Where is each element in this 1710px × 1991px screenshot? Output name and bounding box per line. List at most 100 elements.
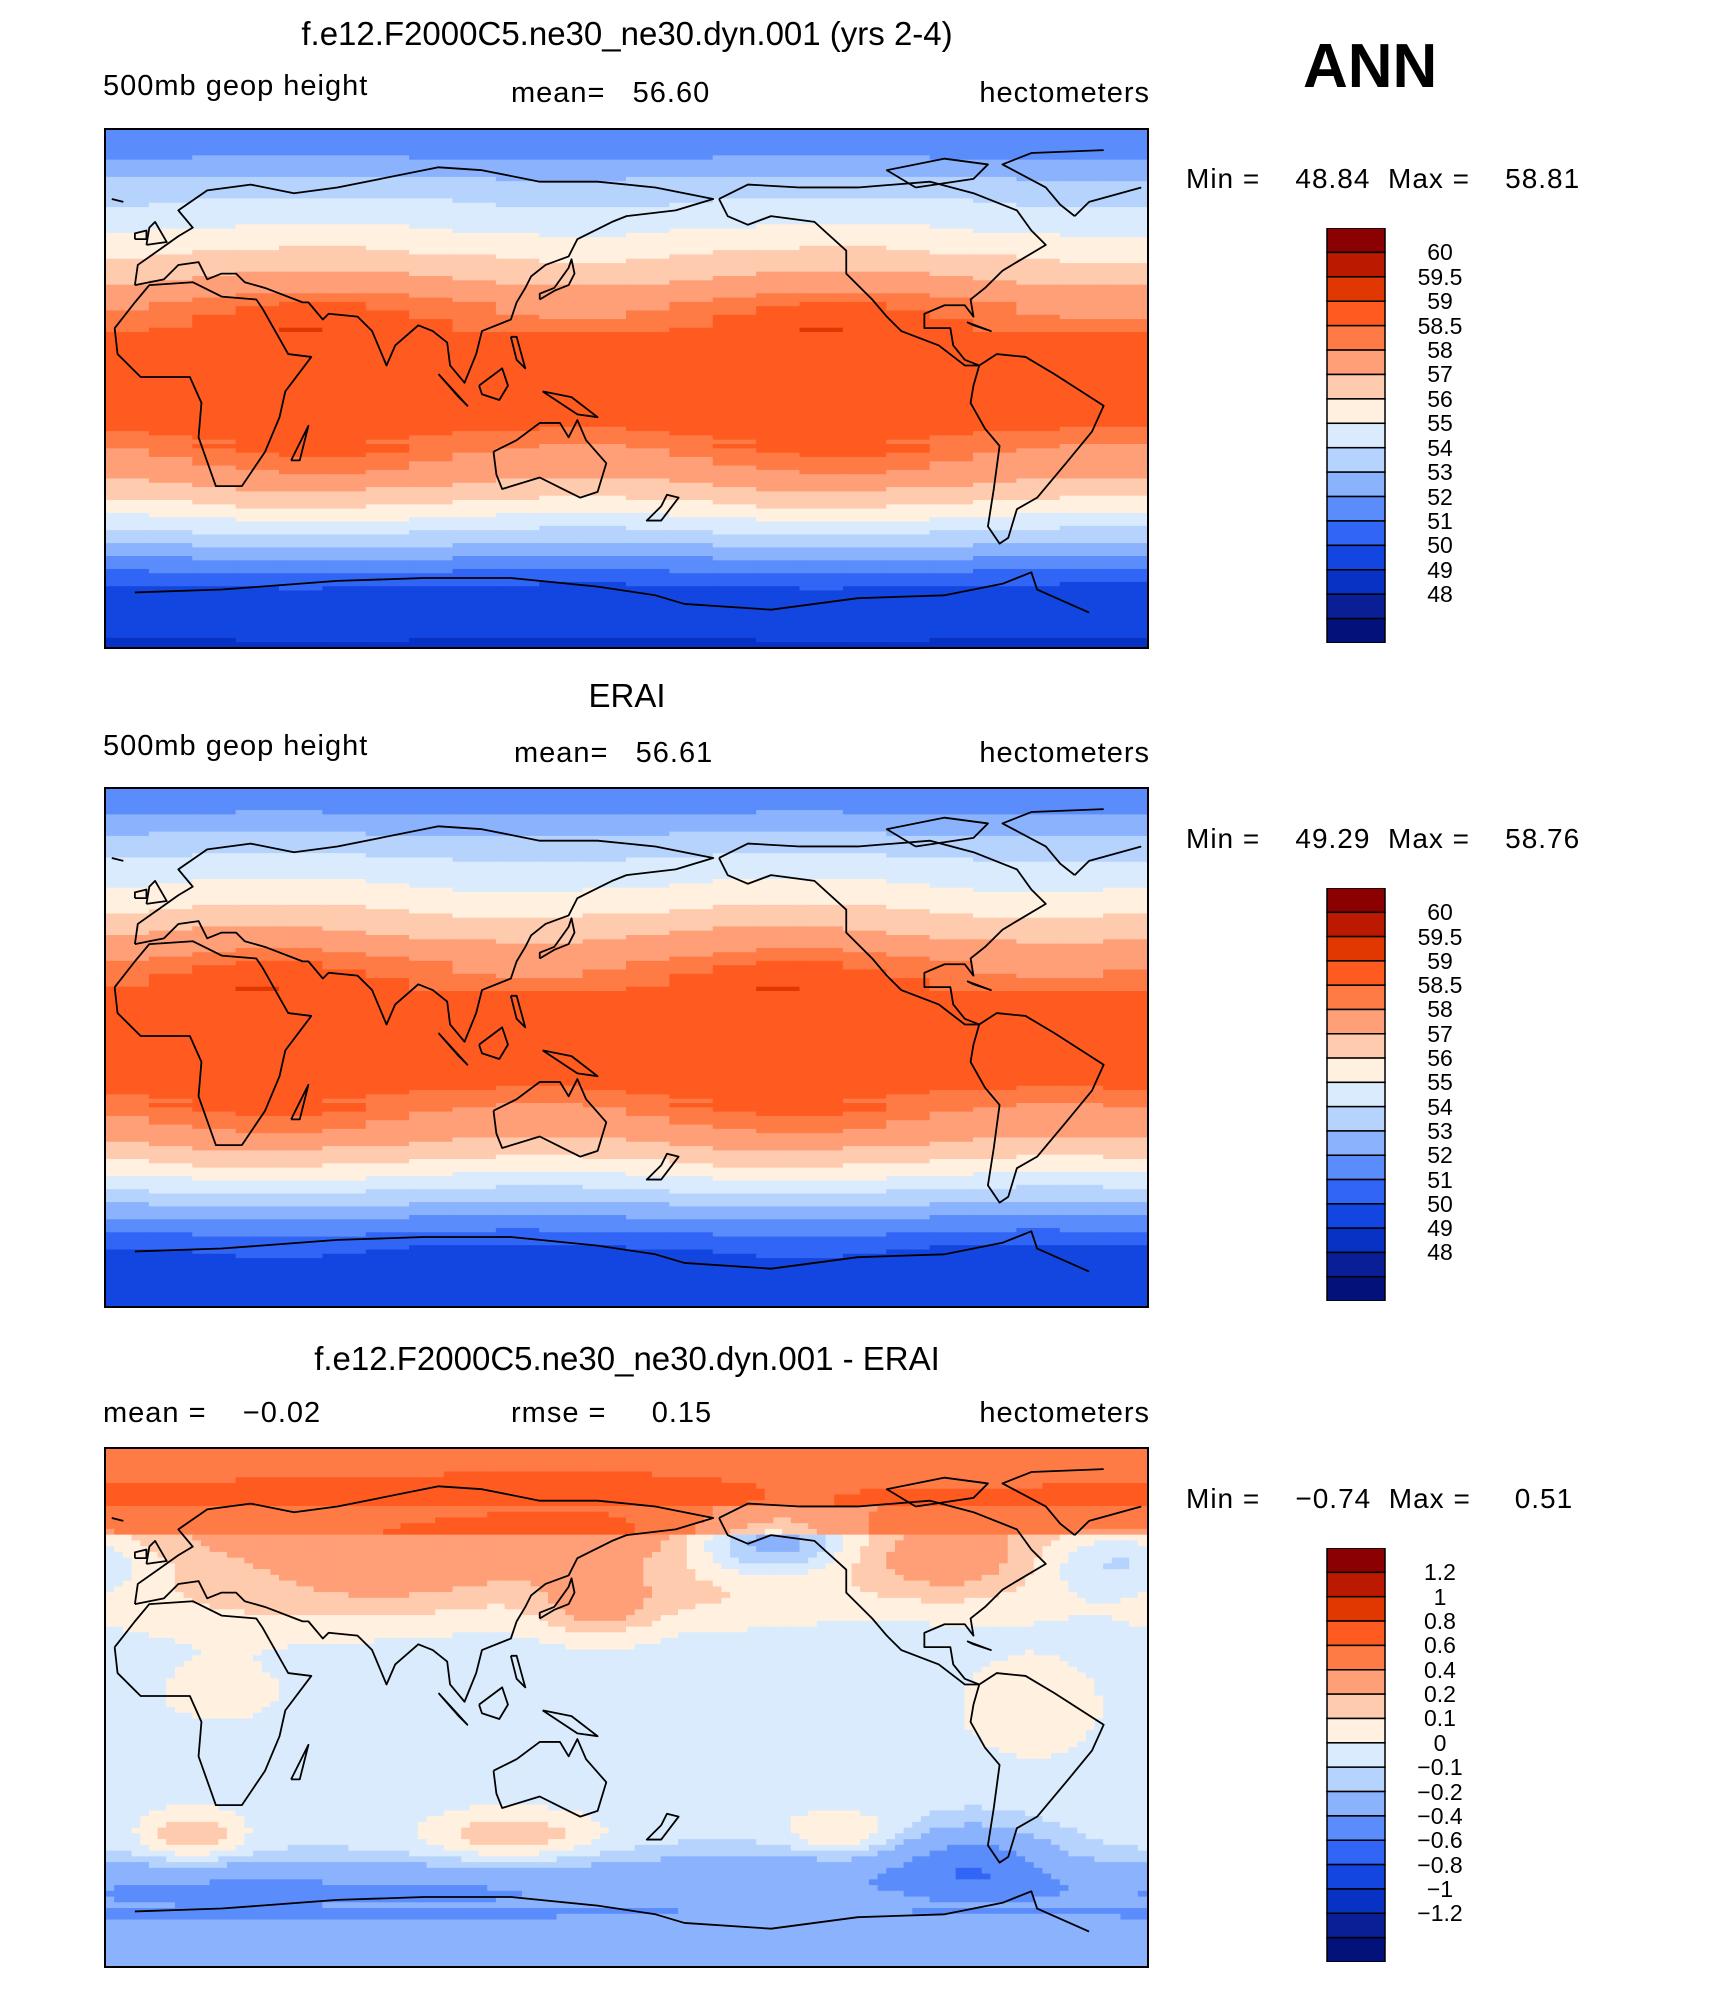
field-cell <box>626 280 671 286</box>
field-cell <box>799 202 845 209</box>
field-cell <box>1103 805 1147 812</box>
field-cell <box>235 1081 281 1087</box>
field-cell <box>539 319 584 325</box>
field-cell <box>1059 370 1105 377</box>
field-cell <box>539 159 584 166</box>
field-cell <box>669 185 714 192</box>
field-cell <box>886 491 931 497</box>
field-cell <box>929 275 975 282</box>
field-cell <box>973 1124 1018 1131</box>
field-cell <box>452 1029 498 1036</box>
field-cell <box>148 400 194 407</box>
field-cell <box>1059 534 1105 540</box>
field-cell <box>235 211 281 217</box>
field-cell <box>192 594 237 601</box>
field-cell <box>279 637 324 644</box>
field-cell <box>495 1120 541 1126</box>
field-cell <box>712 883 758 889</box>
field-cell <box>235 887 281 894</box>
field-cell <box>756 465 801 472</box>
field-cell <box>973 1150 1018 1156</box>
field-cell <box>973 810 1018 816</box>
field-cell <box>842 560 888 566</box>
field-cell <box>192 232 237 239</box>
field-cell <box>539 870 584 876</box>
field-cell <box>973 642 1018 647</box>
field-cell <box>279 922 324 928</box>
field-cell <box>495 620 541 627</box>
field-cell <box>842 612 888 618</box>
field-cell <box>322 956 367 963</box>
field-cell <box>279 792 324 799</box>
field-cell <box>886 431 931 437</box>
field-cell <box>235 353 281 360</box>
field-cell <box>712 293 758 299</box>
field-cell <box>973 319 1018 325</box>
field-cell <box>279 362 324 368</box>
field-cell <box>192 1081 237 1087</box>
field-cell <box>279 461 324 467</box>
field-cell <box>582 491 628 497</box>
field-cell <box>626 487 671 493</box>
field-cell <box>235 789 281 795</box>
field-cell <box>799 130 845 136</box>
field-cell <box>235 810 281 816</box>
field-cell <box>452 1085 498 1092</box>
field-cell <box>365 189 411 196</box>
field-cell <box>452 288 498 295</box>
field-cell <box>235 818 281 825</box>
field-cell <box>669 1103 714 1109</box>
field-cell <box>669 1003 714 1010</box>
field-cell <box>1103 130 1147 136</box>
field-cell <box>409 560 454 566</box>
field-cell <box>669 1016 714 1023</box>
field-cell <box>712 594 758 601</box>
field-cell <box>365 319 411 325</box>
field-cell <box>669 155 714 161</box>
field-cell <box>929 232 975 239</box>
field-cell <box>148 1154 194 1161</box>
field-cell <box>712 642 758 647</box>
field-cell <box>192 525 237 532</box>
field-cell <box>148 822 194 829</box>
field-cell <box>669 835 714 842</box>
field-cell <box>669 904 714 911</box>
field-cell <box>626 943 671 950</box>
field-cell <box>1059 1034 1105 1040</box>
field-cell <box>235 375 281 381</box>
field-cell <box>929 1098 975 1105</box>
field-cell <box>148 465 194 472</box>
field-cell <box>409 551 454 558</box>
field-cell <box>235 288 281 295</box>
field-cell <box>1103 1077 1147 1083</box>
field-cell <box>106 789 151 795</box>
field-cell <box>582 990 628 997</box>
field-cell <box>1059 375 1105 381</box>
field-cell <box>1016 491 1061 497</box>
field-cell <box>1059 521 1105 528</box>
field-cell <box>409 241 454 248</box>
field-cell <box>235 1003 281 1010</box>
field-cell <box>669 1137 714 1143</box>
field-cell <box>973 973 1018 980</box>
field-cell <box>842 1150 888 1156</box>
field-cell <box>322 904 367 911</box>
field-cell <box>539 1090 584 1096</box>
field-cell <box>452 1098 498 1105</box>
field-cell <box>192 913 237 919</box>
field-cell <box>279 130 324 136</box>
field-cell <box>322 848 367 855</box>
field-cell <box>235 435 281 441</box>
field-cell <box>1103 525 1147 532</box>
field-cell <box>235 232 281 239</box>
field-cell <box>799 323 845 329</box>
field-cell <box>1016 431 1061 437</box>
field-cell <box>539 478 584 484</box>
field-cell <box>756 349 801 355</box>
field-cell <box>756 952 801 958</box>
field-cell <box>582 878 628 885</box>
field-cell <box>539 508 584 515</box>
field-cell <box>539 435 584 441</box>
field-cell <box>365 1034 411 1040</box>
field-cell <box>756 900 801 907</box>
